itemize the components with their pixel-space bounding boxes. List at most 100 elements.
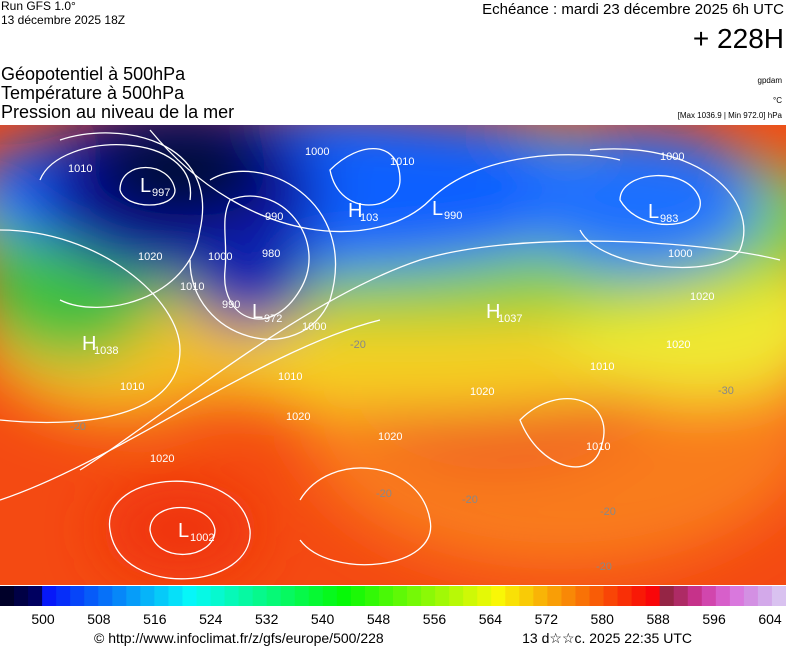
isobar-label: 1020 <box>286 411 310 423</box>
temperature-labels: -20 -20 -30 -20 -20 -20 -20 <box>70 339 734 573</box>
colorbar-label: 572 <box>535 611 559 627</box>
colorbar-label: 564 <box>479 611 503 627</box>
temperature-label: -30 <box>718 385 734 397</box>
colorbar-label: 516 <box>143 611 167 627</box>
colorbar-swatch <box>266 586 282 606</box>
run: Run GFS 1.0° <box>1 0 76 13</box>
colorbar-swatch <box>547 586 562 606</box>
center-letter: L <box>140 175 151 197</box>
lead-time: + 228H <box>693 23 784 54</box>
colorbar-label: 524 <box>199 611 223 627</box>
colorbar-swatch <box>42 586 57 606</box>
colorbar-swatch <box>519 586 534 606</box>
colorbar-labels: 500 508 516 524 532 540 548 556 564 572 580 588 596 6… <box>31 611 782 627</box>
center-letter: L <box>178 520 189 542</box>
colorbar-swatch <box>715 586 731 606</box>
isobar-label: 980 <box>262 248 280 260</box>
colorbar-swatch <box>378 586 394 606</box>
colorbar-label: 588 <box>646 611 670 627</box>
colorbar-swatch <box>336 586 352 606</box>
colorbar-label: 604 <box>758 611 782 627</box>
colorbar-label: 596 <box>702 611 726 627</box>
colorbar-swatch <box>757 586 773 606</box>
isobar-label: 1020 <box>666 339 690 351</box>
colorbar-swatch <box>126 586 141 606</box>
colorbar-swatch <box>631 586 647 606</box>
footer-url: © http://www.infoclimat.fr/z/gfs/europe/… <box>94 630 384 646</box>
title-geopotential: Géopotentiel à 500hPa <box>1 64 186 84</box>
colorbar-swatch <box>182 586 197 606</box>
colorbar-swatch <box>168 586 183 606</box>
isobar-label: 1000 <box>668 248 692 260</box>
colorbar-swatch <box>56 586 71 606</box>
center-value: 1038 <box>94 345 118 357</box>
isobar-label: 1020 <box>378 431 402 443</box>
center-value: 1002 <box>190 532 214 544</box>
colorbar-swatch <box>505 586 520 606</box>
colorbar-swatch <box>238 586 254 606</box>
colorbar-swatch <box>463 586 478 606</box>
colorbar-swatch <box>701 586 717 606</box>
colorbar-swatch <box>98 586 113 606</box>
colorbar-swatch <box>252 586 268 606</box>
isobar-label: 1010 <box>180 281 204 293</box>
title-pressure: Pression au niveau de la mer <box>1 102 234 122</box>
colorbar-swatch <box>224 586 240 606</box>
temperature-label: -20 <box>596 561 612 573</box>
isobar-label: 1010 <box>586 441 610 453</box>
temperature-label: -20 <box>600 506 616 518</box>
colorbar-swatch <box>645 586 661 606</box>
colorbar-swatch <box>491 586 506 606</box>
colorbar-swatch <box>112 586 127 606</box>
colorbar-swatch <box>393 586 408 606</box>
temperature-label: -20 <box>462 494 478 506</box>
center-value: 103 <box>360 212 378 224</box>
colorbar-swatch <box>673 586 689 606</box>
isobar-label: 1020 <box>138 251 162 263</box>
colorbar-swatch <box>350 586 366 606</box>
center-letter: L <box>432 198 443 220</box>
colorbar-swatch <box>210 586 226 606</box>
temperature-label: -20 <box>350 339 366 351</box>
run-date: 13 décembre 2025 18Z <box>1 13 125 27</box>
isobar-label: 990 <box>222 299 240 311</box>
footer-timestamp: 13 d☆☆c. 2025 22:35 UTC <box>522 630 692 646</box>
colorbar-swatch <box>743 586 759 606</box>
colorbar-swatch <box>407 586 422 606</box>
colorbar-swatch <box>575 586 590 606</box>
title-temperature: Température à 500hPa <box>1 83 185 103</box>
colorbar-swatch <box>729 586 745 606</box>
colorbar-swatch <box>477 586 492 606</box>
pressure-range: [Max 1036.9 | Min 972.0] hPa <box>678 111 783 120</box>
colorbar-swatch <box>533 586 548 606</box>
colorbar-swatch <box>280 586 296 606</box>
isobar-labels: 1010 1000 1010 990 980 1000 1010 990 1000 1000 101… <box>68 146 714 465</box>
center-letter: H <box>486 301 500 323</box>
map <box>0 125 786 585</box>
colorbar-label: 580 <box>591 611 615 627</box>
colorbar-swatch <box>449 586 464 606</box>
unit-celsius: °C <box>773 96 782 105</box>
colorbar-swatch <box>140 586 155 606</box>
colorbar-swatch <box>70 586 85 606</box>
isobar-label: 1010 <box>278 371 302 383</box>
colorbar-swatch <box>294 586 310 606</box>
isobar-label: 1020 <box>470 386 494 398</box>
isobar-label: 990 <box>265 211 283 223</box>
temperature-label: -20 <box>376 488 392 500</box>
colorbar-label: 556 <box>423 611 447 627</box>
colorbar-swatch <box>617 586 633 606</box>
unit-gpdam: gpdam <box>758 76 783 85</box>
colorbar-swatch <box>364 586 380 606</box>
colorbar-swatch <box>589 586 605 606</box>
isobar-label: 1020 <box>690 291 714 303</box>
center-value: 1037 <box>498 313 522 325</box>
center-letter: L <box>648 201 659 223</box>
isobar-label: 1000 <box>208 251 232 263</box>
center-value: 983 <box>660 213 678 225</box>
isobar-label: 1010 <box>120 381 144 393</box>
colorbar <box>0 586 786 606</box>
colorbar-swatch <box>659 586 675 606</box>
